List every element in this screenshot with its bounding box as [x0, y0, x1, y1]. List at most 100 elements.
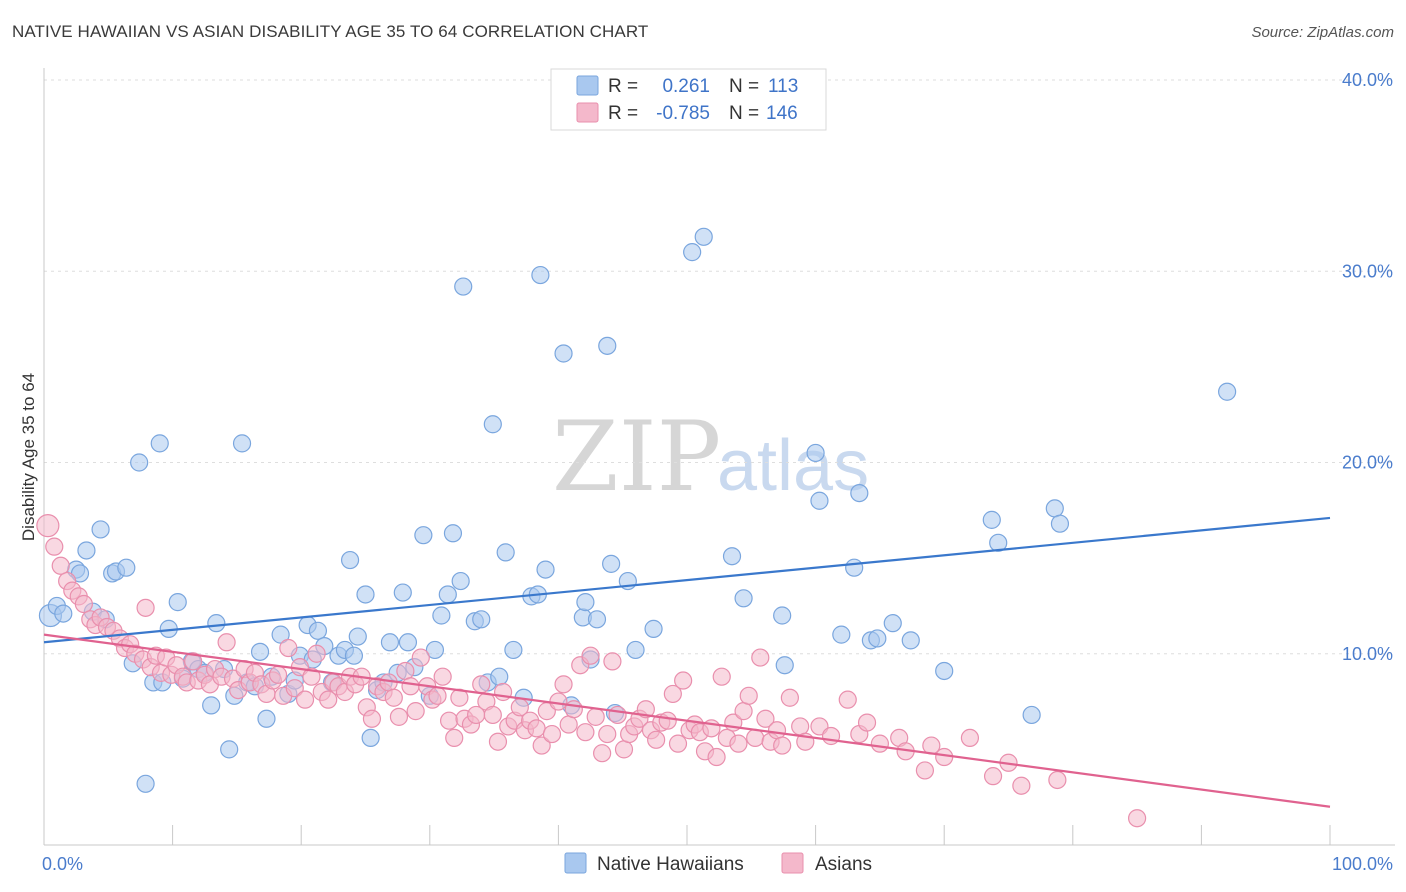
point-asians: [791, 717, 810, 736]
point-asians: [773, 736, 792, 755]
point-native-hawaiians: [438, 585, 457, 604]
point-asians: [636, 700, 655, 719]
point-native-hawaiians: [694, 227, 713, 246]
point-native-hawaiians: [348, 627, 367, 646]
point-native-hawaiians: [425, 640, 445, 660]
point-native-hawaiians: [810, 491, 829, 510]
x-tick-label-min: 0.0%: [42, 854, 83, 874]
point-asians: [532, 736, 551, 755]
legend-n-label-asians: N =: [729, 103, 759, 124]
point-asians: [307, 644, 326, 663]
point-asians: [751, 648, 770, 667]
bottom-legend-swatch-asians: [781, 852, 804, 874]
point-native-hawaiians: [845, 558, 864, 577]
point-asians: [389, 707, 409, 726]
point-native-hawaiians: [207, 614, 226, 633]
point-native-hawaiians: [554, 344, 573, 363]
point-asians: [729, 734, 748, 753]
point-asians: [428, 686, 447, 705]
point-native-hawaiians: [598, 336, 617, 355]
gridlines: [44, 79, 1395, 655]
watermark: ZIP atlas: [552, 401, 869, 513]
point-native-hawaiians: [734, 589, 753, 608]
point-asians: [712, 667, 731, 686]
point-native-hawaiians: [344, 646, 364, 665]
point-native-hawaiians: [443, 524, 463, 543]
point-asians: [935, 747, 954, 767]
point-asians: [603, 652, 622, 671]
legend-r-label-native-hawaiians: R =: [608, 76, 638, 97]
point-native-hawaiians: [775, 656, 794, 675]
point-asians: [674, 671, 693, 690]
y-tick-label-30: 30.0%: [1342, 261, 1393, 281]
point-native-hawaiians: [398, 633, 418, 652]
bottom-legend-swatch-native-hawaiians: [564, 852, 587, 874]
point-native-hawaiians: [454, 277, 473, 296]
point-asians: [268, 665, 288, 684]
point-native-hawaiians: [257, 709, 276, 728]
point-asians: [362, 709, 382, 728]
correlation-legend: R = 0.261 N = 113 R = -0.785 N = 146: [550, 68, 827, 131]
point-asians: [184, 652, 203, 671]
point-asians: [1012, 776, 1031, 795]
point-native-hawaiians: [202, 696, 221, 715]
point-native-hawaiians: [832, 625, 851, 644]
point-asians: [217, 633, 236, 652]
legend-r-value-asians: -0.785: [656, 103, 710, 124]
point-native-hawaiians: [722, 547, 742, 566]
point-native-hawaiians: [1050, 514, 1070, 533]
point-native-hawaiians: [483, 415, 502, 434]
point-asians: [593, 744, 612, 763]
y-tick-label-10: 10.0%: [1342, 644, 1393, 664]
point-native-hawaiians: [451, 571, 470, 591]
point-asians: [598, 724, 617, 744]
point-native-hawaiians: [414, 526, 433, 545]
point-asians: [302, 667, 321, 686]
point-native-hawaiians: [361, 728, 380, 748]
point-asians: [614, 740, 634, 759]
trend-lines: [43, 516, 1331, 808]
chart-title: NATIVE HAWAIIAN VS ASIAN DISABILITY AGE …: [12, 22, 649, 41]
legend-r-label-asians: R =: [608, 103, 638, 124]
y-tick-label-20: 20.0%: [1342, 453, 1393, 473]
point-native-hawaiians: [130, 453, 149, 472]
legend-n-label-native-hawaiians: N =: [729, 76, 759, 97]
point-asians: [554, 675, 573, 694]
point-asians: [707, 747, 726, 767]
point-asians: [74, 594, 93, 614]
legend-n-value-asians: 146: [766, 103, 798, 124]
point-asians: [45, 537, 64, 556]
point-asians: [295, 690, 315, 709]
point-asians: [658, 711, 677, 730]
bottom-legend-label-asians: Asians: [815, 854, 872, 875]
point-asians: [581, 646, 600, 665]
point-native-hawaiians: [531, 265, 550, 285]
point-asians: [559, 715, 578, 734]
point-native-hawaiians: [340, 550, 360, 570]
legend-r-value-native-hawaiians: 0.261: [662, 76, 710, 97]
point-asians: [821, 726, 841, 746]
point-asians: [564, 700, 583, 719]
point-asians: [411, 648, 430, 667]
point-native-hawaiians: [1218, 382, 1237, 401]
point-asians: [549, 692, 568, 711]
point-asians: [433, 667, 452, 686]
point-native-hawaiians: [504, 640, 523, 660]
point-native-hawaiians: [602, 554, 621, 573]
series-asians-points: [36, 514, 1147, 828]
bottom-legend-label-native-hawaiians: Native Hawaiians: [597, 854, 744, 875]
point-native-hawaiians: [356, 585, 375, 604]
point-asians: [663, 684, 682, 704]
point-asians: [756, 709, 775, 728]
point-asians: [488, 732, 508, 751]
point-asians: [1048, 770, 1067, 790]
series-legend: Native Hawaiians Asians: [564, 852, 872, 875]
point-native-hawaiians: [1022, 705, 1041, 725]
point-native-hawaiians: [587, 610, 607, 629]
point-native-hawaiians: [91, 520, 110, 539]
point-native-hawaiians: [250, 642, 270, 661]
axes: [43, 68, 1395, 846]
point-asians: [384, 688, 403, 707]
point-native-hawaiians: [536, 560, 555, 579]
